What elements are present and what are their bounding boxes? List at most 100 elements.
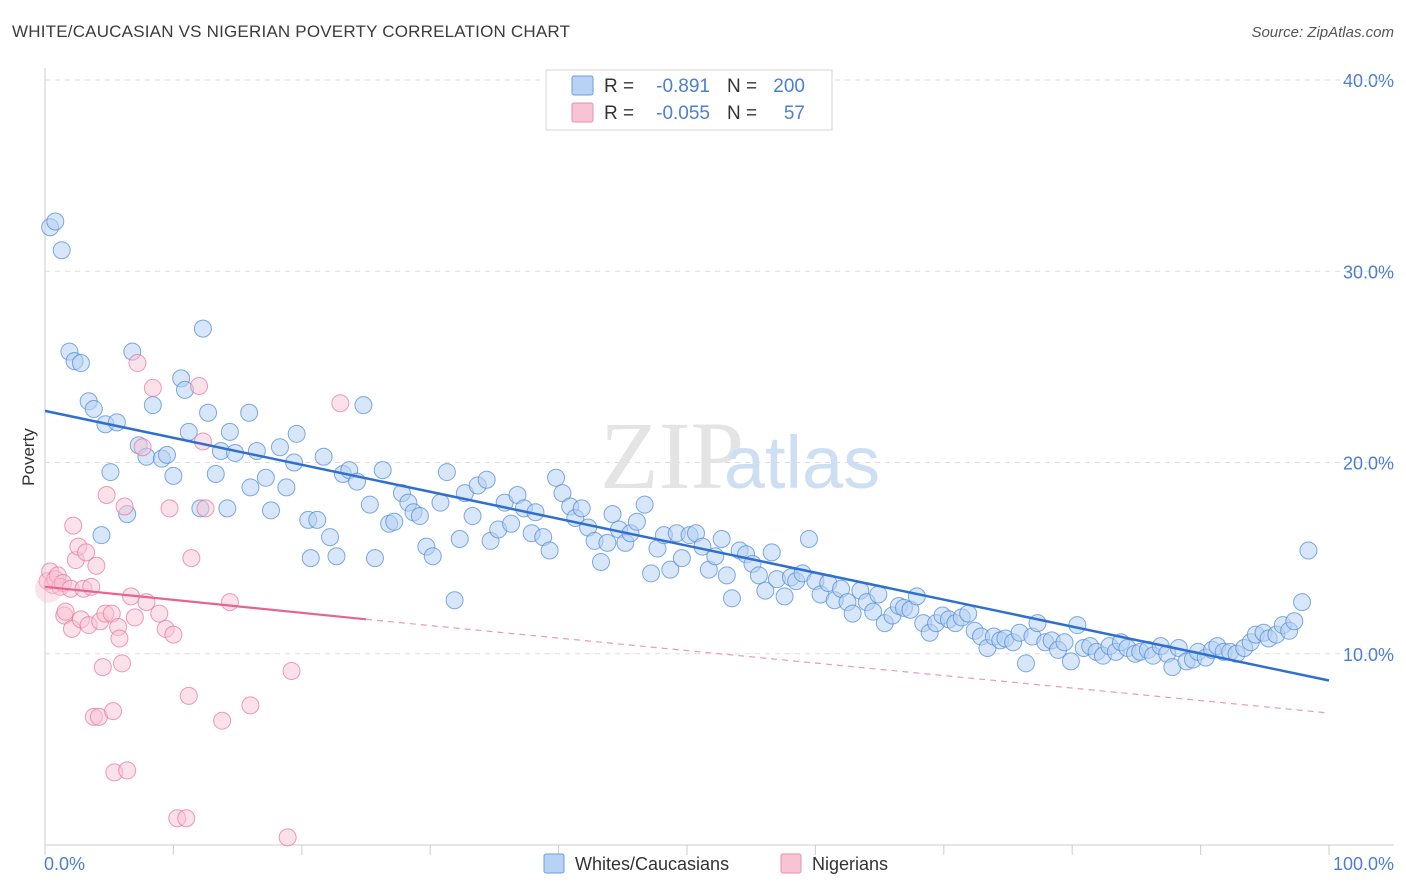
nigerians-point-16 (77, 543, 96, 562)
series-legend-label-whites: Whites/Caucasians (575, 854, 729, 874)
source-label: Source: ZipAtlas.com (1251, 24, 1394, 41)
whites-point-34 (256, 468, 275, 487)
y-tick-label-20: 20.0% (1343, 454, 1394, 474)
whites-point-50 (360, 495, 379, 514)
whites-point-37 (277, 478, 296, 497)
whites-point-97 (661, 560, 680, 579)
whites-point-62 (437, 463, 456, 482)
whites-point-31 (241, 478, 260, 497)
stats-r-label-2: R = (604, 103, 634, 124)
whites-point-58 (410, 507, 429, 526)
nigerians-point-27 (104, 702, 123, 721)
whites-point-126 (843, 604, 862, 623)
whites-point-30 (218, 499, 237, 518)
nigerians-point-35 (125, 608, 144, 627)
whites-point-25 (206, 464, 225, 483)
stats-n-value-1: 200 (773, 76, 805, 97)
whites-point-43 (314, 447, 333, 466)
whites-point-113 (762, 543, 781, 562)
whites-point-93 (635, 495, 654, 514)
nigerians-point-32 (115, 497, 134, 516)
nigerians-point-39 (143, 378, 162, 397)
whites-point-68 (477, 470, 496, 489)
nigerians-point-33 (118, 761, 137, 780)
whites-point-195 (1285, 612, 1304, 631)
whites-point-130 (869, 585, 888, 604)
axes (44, 68, 1394, 855)
whites-point-41 (308, 510, 327, 529)
whites-point-94 (642, 564, 661, 583)
whites-point-19 (164, 466, 183, 485)
nigerians-point-36 (128, 354, 147, 373)
stats-n-label-1: N = (727, 76, 757, 97)
nigerians-point-42 (160, 499, 179, 518)
whites-point-42 (301, 549, 320, 568)
watermark-atlas: atlas (724, 421, 880, 504)
whites-point-35 (261, 501, 280, 520)
nigerians-point-40 (150, 604, 169, 623)
legend-swatch-blue (571, 75, 594, 96)
nigerians-point-54 (278, 828, 297, 847)
nigerians-trend-extension (365, 618, 1330, 714)
whites-point-18 (157, 445, 176, 464)
nigerians-point-52 (220, 593, 239, 612)
nigerians-point-23 (93, 658, 112, 677)
x-tick-label-max: 100.0% (1333, 854, 1394, 874)
whites-point-49 (354, 396, 373, 415)
whites-point-153 (1016, 654, 1035, 673)
nigerians-point-53 (241, 696, 260, 715)
chart-title: WHITE/CAUCASIAN VS NIGERIAN POVERTY CORR… (12, 22, 571, 41)
whites-point-11 (92, 526, 111, 545)
y-tick-label-40: 40.0% (1343, 71, 1394, 91)
nigerians-point-cluster (34, 574, 63, 603)
whites-point-24 (199, 403, 218, 422)
data-points (34, 212, 1318, 847)
whites-point-78 (540, 541, 559, 560)
series-legend-swatch-nigerians (780, 853, 802, 874)
whites-point-32 (240, 403, 259, 422)
nigerians-point-43 (164, 625, 183, 644)
nigerians-point-50 (196, 499, 215, 518)
whites-point-92 (627, 512, 646, 531)
nigerians-point-37 (133, 438, 152, 457)
whites-point-86 (591, 552, 610, 571)
stats-r-value-2: -0.055 (656, 103, 710, 124)
whites-point-83 (572, 499, 591, 518)
nigerians-point-8 (56, 602, 75, 621)
whites-point-51 (365, 549, 384, 568)
whites-point-87 (598, 533, 617, 552)
whites-point-61 (431, 493, 450, 512)
legend-swatch-pink (571, 102, 594, 123)
whites-point-79 (547, 468, 566, 487)
y-tick-label-30: 30.0% (1343, 262, 1394, 282)
whites-point-7 (84, 399, 103, 418)
whites-point-161 (1068, 616, 1087, 635)
gridlines: 10.0% 20.0% 30.0% 40.0% (45, 71, 1394, 665)
whites-point-144 (959, 604, 978, 623)
nigerians-point-45 (177, 809, 196, 828)
whites-point-159 (1055, 633, 1074, 652)
whites-point-63 (445, 591, 464, 610)
whites-point-5 (71, 354, 90, 373)
whites-point-197 (1299, 541, 1318, 560)
whites-point-111 (749, 566, 768, 585)
nigerians-point-30 (110, 629, 129, 648)
stats-r-label-1: R = (604, 76, 634, 97)
series-legend-label-nigerians: Nigerians (812, 854, 888, 874)
whites-point-15 (143, 396, 162, 415)
whites-point-105 (712, 530, 731, 548)
whites-point-66 (463, 507, 482, 526)
nigerians-trend-line (44, 585, 367, 621)
stats-n-label-2: N = (727, 103, 757, 124)
whites-trend-line (44, 409, 1330, 682)
whites-point-54 (385, 512, 404, 531)
series-legend-swatch-whites (543, 853, 565, 874)
whites-point-106 (717, 566, 736, 585)
whites-point-45 (327, 547, 346, 566)
stats-r-value-1: -0.891 (656, 76, 710, 97)
x-tick-label-min: 0.0% (44, 854, 85, 874)
y-tick-label-10: 10.0% (1343, 645, 1394, 665)
y-axis-label: Poverty (19, 428, 38, 486)
whites-point-119 (799, 530, 818, 548)
